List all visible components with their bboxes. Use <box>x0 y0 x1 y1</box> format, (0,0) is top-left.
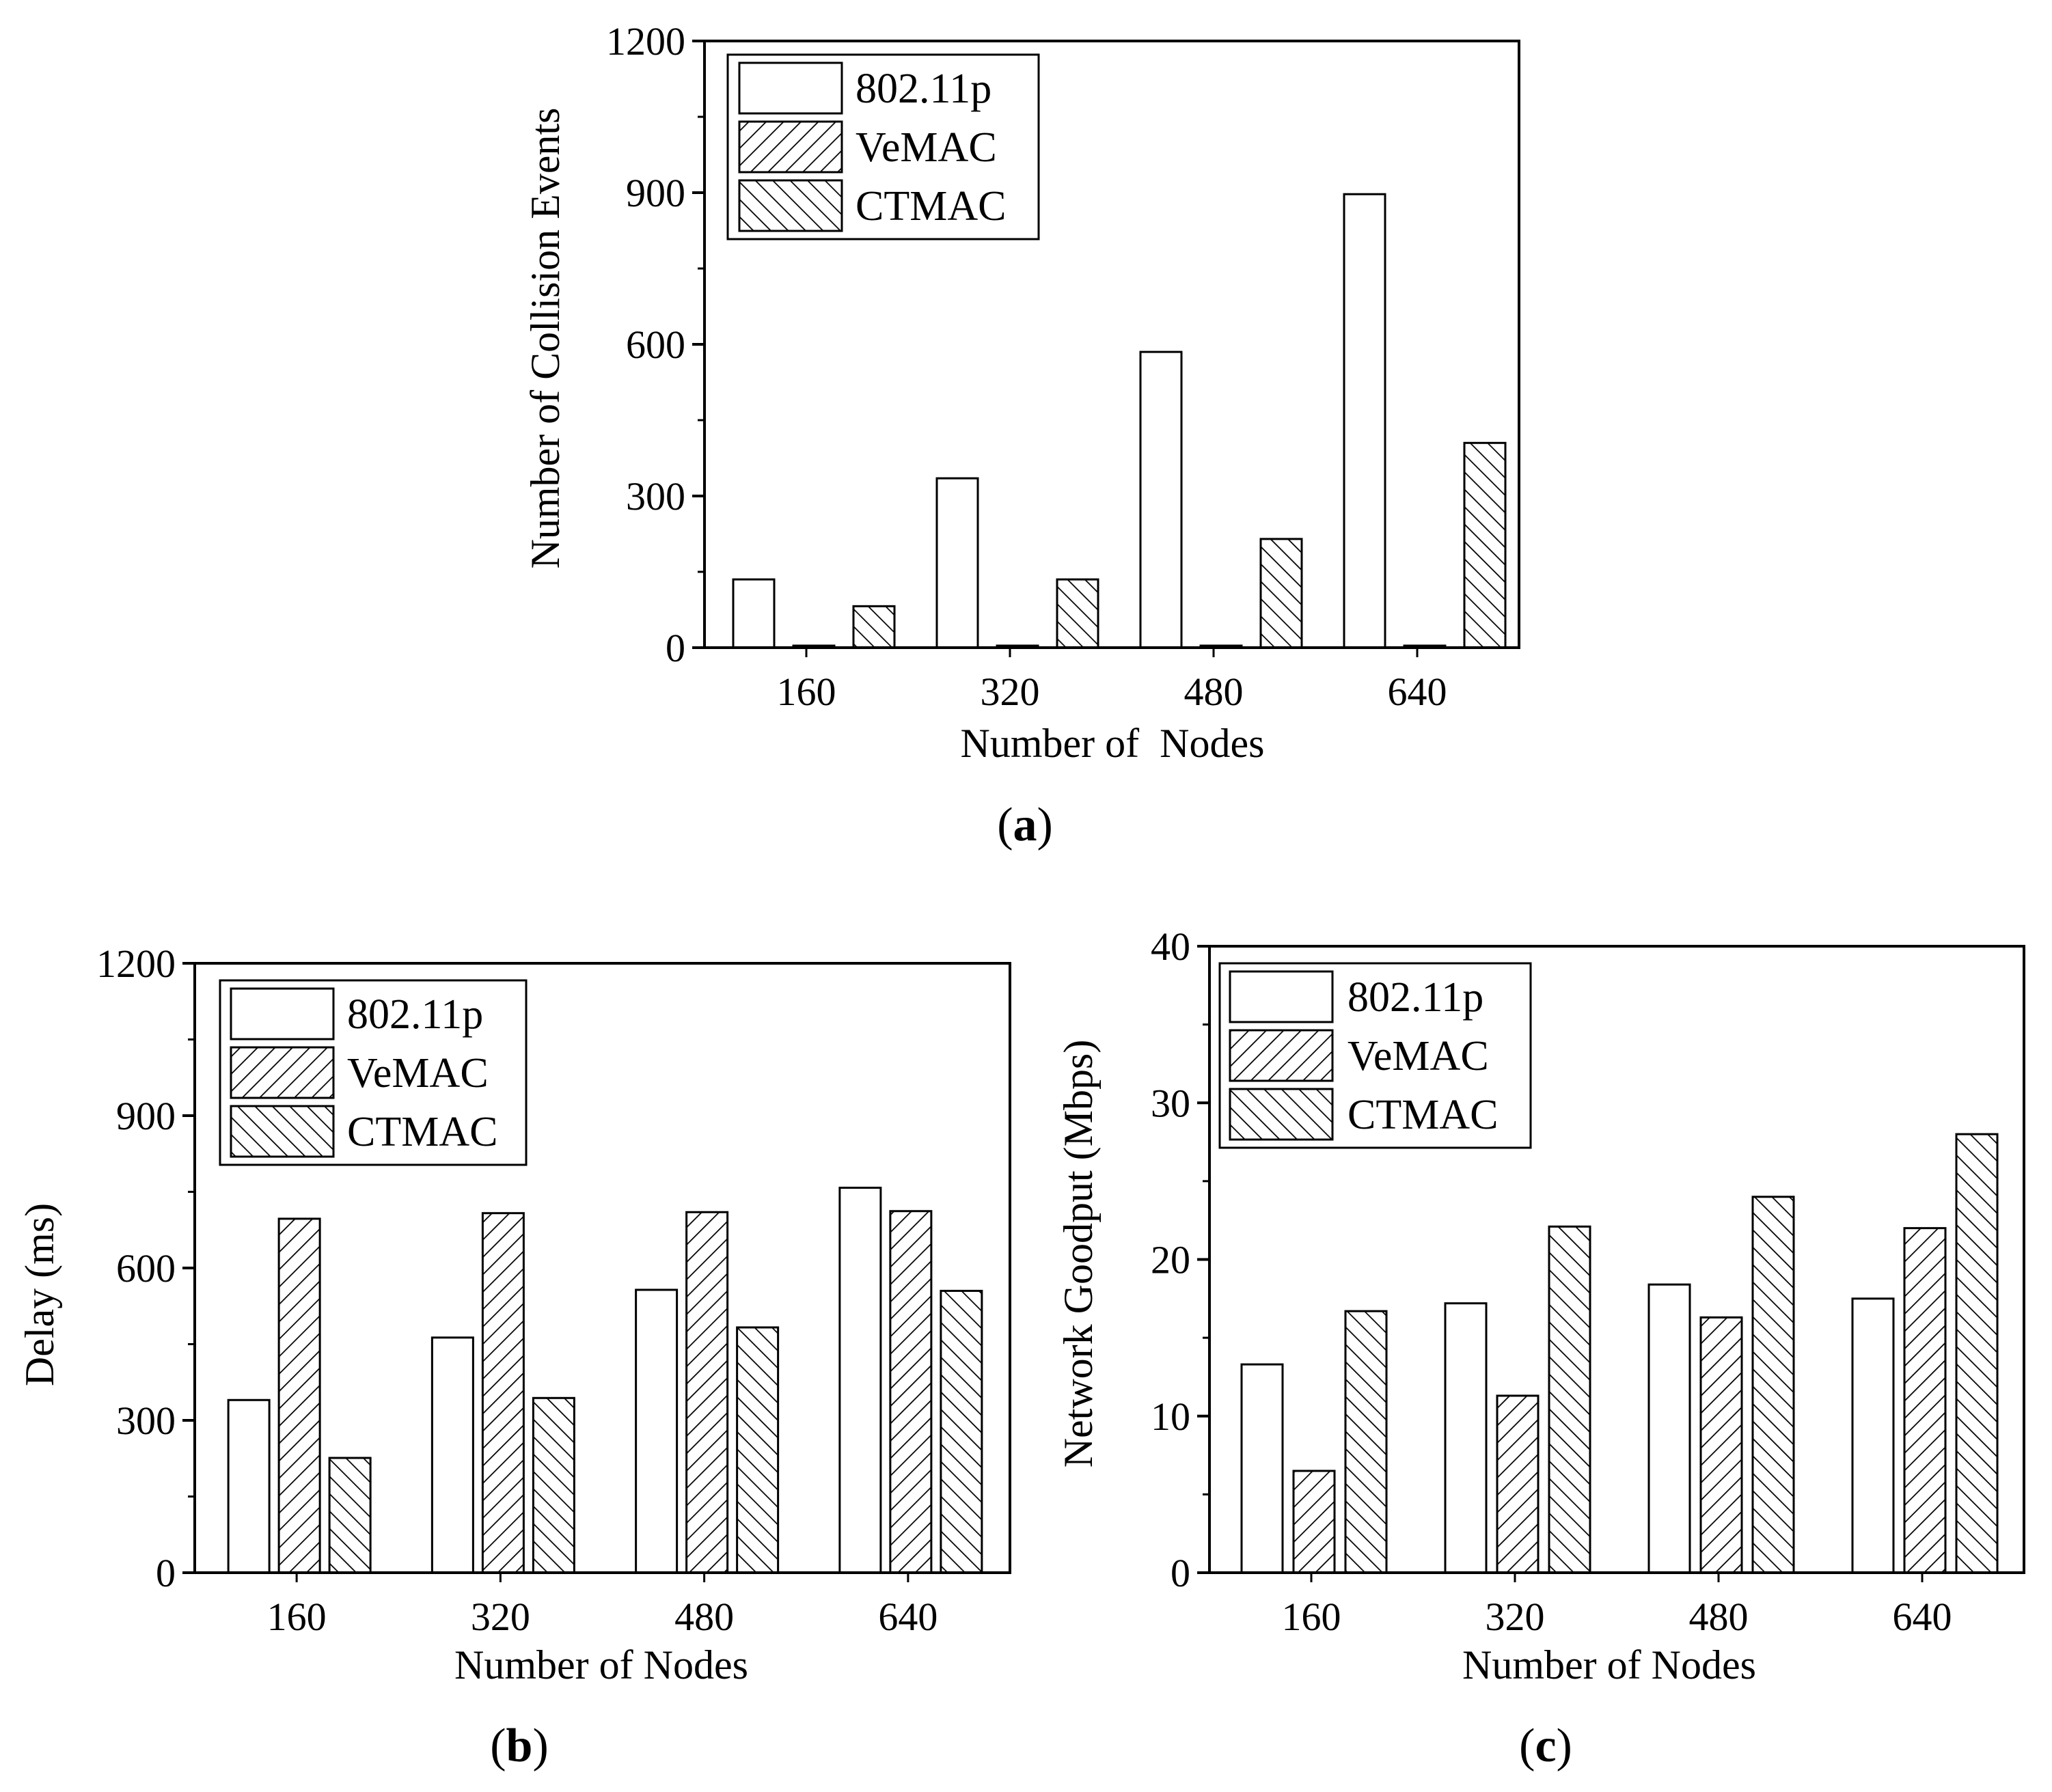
panel-c-y-tick-label: 0 <box>1171 1551 1190 1595</box>
panel-c-bar-vemac-160 <box>1292 1470 1336 1574</box>
panel-c-y-tick-label: 20 <box>1151 1238 1190 1282</box>
panel-b-bar-ctmac-160 <box>328 1457 372 1574</box>
panel-a-y-axis-title: Number of Collision Events <box>523 108 568 569</box>
panel-a-x-tick-label: 320 <box>981 670 1040 714</box>
panel-c-bar-ctmac-320 <box>1548 1225 1591 1574</box>
panel-b-bar-ctmac-640 <box>940 1289 983 1574</box>
panel-b-y-tick-label: 0 <box>156 1551 176 1595</box>
panel-c-bar-vemac-480 <box>1699 1316 1743 1574</box>
panel-c-x-axis-title: Number of Nodes <box>1462 1642 1756 1687</box>
panel-a-bar-802-11p-640 <box>1343 193 1386 649</box>
panel-c-x-tick-label: 480 <box>1689 1595 1749 1639</box>
panel-b-legend-swatch-vemac <box>230 1046 335 1099</box>
panel-c-y-tick-label: 30 <box>1151 1081 1190 1125</box>
panel-b-bar-802-11p-160 <box>227 1398 271 1574</box>
panel-a-legend-swatch-vemac <box>738 120 843 174</box>
panel-a-y-tick-label: 1200 <box>606 19 685 64</box>
panel-b-bar-802-11p-640 <box>838 1187 882 1574</box>
panel-c-y-tick-label: 10 <box>1151 1394 1190 1439</box>
panel-b-bar-ctmac-320 <box>532 1396 575 1574</box>
panel-b-legend-swatch-ctmac <box>230 1105 335 1158</box>
panel-b-y-axis-title: Delay (ms) <box>17 1203 62 1386</box>
panel-c-legend: 802.11p VeMAC CTMAC <box>1218 962 1532 1149</box>
panel-c-bar-ctmac-160 <box>1344 1310 1388 1574</box>
panel-c-bar-802-11p-640 <box>1851 1297 1895 1574</box>
panel-c-bars <box>1240 1133 1999 1574</box>
panel-c-legend-label-ctmac: CTMAC <box>1348 1092 1498 1138</box>
panel-b-bars <box>227 1187 983 1574</box>
panel-a-y-tick-label: 300 <box>626 474 685 519</box>
panel-a-y-tick-label: 900 <box>626 171 685 215</box>
panel-a-x-axis-title: Number of Nodes <box>961 721 1265 766</box>
panel-b-x-axis-title: Number of Nodes <box>454 1642 748 1687</box>
panel-b-delay: 0 300 600 900 1200 160 320 480 640 Number of Nod… <box>17 941 1011 1772</box>
panel-a-bar-ctmac-640 <box>1463 441 1507 649</box>
panel-b-bar-802-11p-480 <box>635 1288 679 1574</box>
panel-b-y-tick-label: 1200 <box>96 941 176 986</box>
panel-a-legend-label-vemac: VeMAC <box>856 124 997 171</box>
panel-b-legend-label-vemac: VeMAC <box>347 1050 489 1097</box>
panel-c-y-tick-label: 40 <box>1151 924 1190 969</box>
panel-c-bar-802-11p-160 <box>1240 1363 1284 1574</box>
panel-c-x-tick-label: 640 <box>1893 1595 1952 1639</box>
panel-a-bar-ctmac-320 <box>1056 578 1099 649</box>
panel-a-caption: (a) <box>997 799 1053 851</box>
panel-b-x-tick-label: 160 <box>267 1595 327 1639</box>
panel-a-collision-events: 0 300 600 900 1200 160 320 480 640 Number of Nod… <box>523 19 1520 851</box>
panel-a-legend-label-802-11p: 802.11p <box>856 66 991 112</box>
panel-c-bar-802-11p-320 <box>1444 1302 1488 1574</box>
panel-a-bar-802-11p-160 <box>732 578 776 649</box>
panel-a-legend-swatch-ctmac <box>738 179 843 232</box>
panel-a-y-tick-label: 0 <box>666 626 685 670</box>
panel-b-x-tick-label: 480 <box>674 1595 734 1639</box>
panel-c-bar-ctmac-480 <box>1751 1196 1795 1574</box>
panel-a-legend: 802.11p VeMAC CTMAC <box>726 53 1040 240</box>
panel-a-y-tick-label: 600 <box>626 322 685 367</box>
panel-c-x-tick-label: 320 <box>1486 1595 1545 1639</box>
panel-c-legend-label-vemac: VeMAC <box>1348 1033 1489 1079</box>
panel-b-x-tick-label: 640 <box>878 1595 938 1639</box>
panel-b-caption: (b) <box>490 1720 549 1772</box>
panel-a-x-tick-label: 160 <box>777 670 836 714</box>
panel-a-axis-ticks: 0 300 600 900 1200 160 320 480 640 <box>606 19 1447 714</box>
panel-c-x-tick-label: 160 <box>1282 1595 1341 1639</box>
panel-a-bars <box>732 193 1507 649</box>
panel-b-legend: 802.11p VeMAC CTMAC <box>219 979 528 1166</box>
panel-c-legend-label-802-11p: 802.11p <box>1348 974 1483 1021</box>
panel-b-y-tick-label: 900 <box>116 1094 176 1138</box>
panel-c-legend-swatch-ctmac <box>1229 1088 1334 1141</box>
panel-b-bar-vemac-640 <box>889 1210 933 1574</box>
panel-b-bar-ctmac-480 <box>736 1326 780 1574</box>
panel-b-legend-label-ctmac: CTMAC <box>347 1109 497 1155</box>
panel-b-x-tick-label: 320 <box>471 1595 530 1639</box>
panel-a-bar-802-11p-480 <box>1139 350 1183 649</box>
panel-c-bar-802-11p-480 <box>1647 1283 1691 1574</box>
panel-a-bar-ctmac-480 <box>1259 538 1303 649</box>
panel-c-bar-vemac-640 <box>1903 1227 1947 1574</box>
panel-b-bar-vemac-160 <box>277 1217 321 1574</box>
panel-b-y-tick-label: 600 <box>116 1246 176 1291</box>
panel-c-legend-swatch-802-11p <box>1229 970 1334 1023</box>
panel-b-bar-vemac-320 <box>481 1212 525 1574</box>
panel-a-x-tick-label: 640 <box>1388 670 1447 714</box>
panel-a-bar-ctmac-160 <box>852 605 896 649</box>
panel-b-axis-ticks: 0 300 600 900 1200 160 320 480 640 <box>96 941 938 1639</box>
panel-c-axis-ticks: 0 10 20 30 40 160 320 480 640 <box>1151 924 1952 1639</box>
panel-c-bar-ctmac-640 <box>1955 1133 1999 1574</box>
panel-c-bar-vemac-320 <box>1496 1394 1540 1574</box>
panel-b-bar-802-11p-320 <box>430 1336 474 1574</box>
panel-a-legend-label-ctmac: CTMAC <box>856 183 1006 230</box>
panel-c-legend-swatch-vemac <box>1229 1029 1334 1082</box>
panel-b-y-tick-label: 300 <box>116 1398 176 1443</box>
panel-c-caption: (c) <box>1519 1720 1572 1772</box>
panel-a-x-tick-label: 480 <box>1184 670 1244 714</box>
panel-b-legend-label-802-11p: 802.11p <box>347 991 483 1038</box>
panel-a-legend-swatch-802-11p <box>738 61 843 115</box>
panel-b-legend-swatch-802-11p <box>230 987 335 1040</box>
panel-c-y-axis-title: Network Goodput (Mbps) <box>1056 1040 1101 1468</box>
panel-c-goodput: 0 10 20 30 40 160 320 480 640 Number of Nodes Ne… <box>1056 924 2025 1772</box>
panel-b-bar-vemac-480 <box>685 1211 729 1574</box>
panel-a-bar-802-11p-320 <box>935 477 979 649</box>
